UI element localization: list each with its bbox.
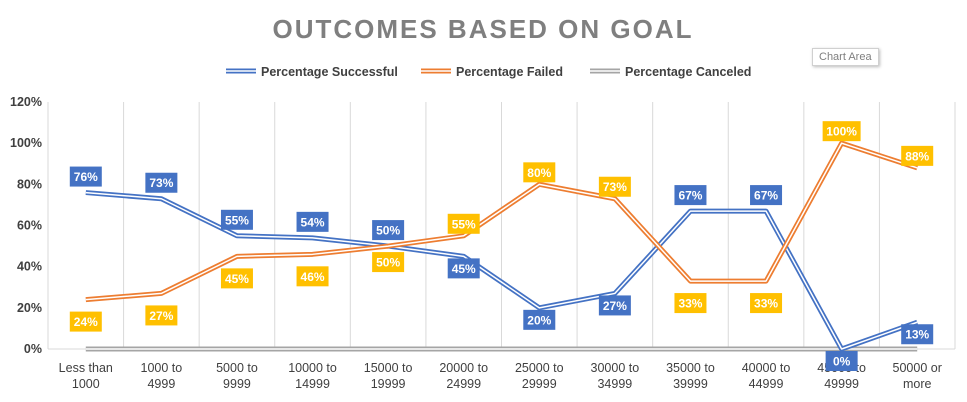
svg-text:33%: 33%: [678, 297, 702, 311]
svg-text:67%: 67%: [678, 189, 702, 203]
svg-text:73%: 73%: [149, 176, 173, 190]
series-inner-stroke: [85, 142, 918, 301]
data-label: 100%: [822, 121, 861, 142]
data-label: 20%: [523, 309, 556, 330]
legend-label: Percentage Failed: [456, 65, 563, 79]
svg-text:100%: 100%: [826, 125, 857, 139]
data-label: 80%: [523, 162, 556, 183]
data-label: 0%: [825, 351, 858, 371]
svg-text:88%: 88%: [905, 149, 929, 163]
data-label: 50%: [372, 220, 405, 241]
data-label: 24%: [69, 311, 102, 332]
svg-text:20%: 20%: [527, 313, 551, 327]
y-tick-label: 100%: [10, 136, 42, 150]
svg-text:55%: 55%: [225, 213, 249, 227]
svg-text:0%: 0%: [833, 355, 851, 369]
y-tick-label: 60%: [17, 219, 42, 233]
y-tick-label: 20%: [17, 301, 42, 315]
x-tick-label: 10000 to 14999: [288, 361, 337, 391]
x-axis: Less than 1000 1000 to 4999 5000 to 9999 10000…: [59, 361, 942, 391]
x-tick-label: 25000 to 29999: [515, 361, 564, 391]
svg-text:13%: 13%: [905, 328, 929, 342]
data-label: 54%: [296, 211, 329, 232]
data-label: 27%: [145, 305, 178, 326]
svg-text:73%: 73%: [603, 180, 627, 194]
svg-text:55%: 55%: [452, 217, 476, 231]
x-tick-label: 15000 to 19999: [364, 361, 413, 391]
data-label: 45%: [447, 258, 480, 279]
data-label: 67%: [750, 185, 783, 206]
x-tick-label: 20000 to 24999: [439, 361, 488, 391]
data-label: 55%: [447, 213, 480, 234]
y-tick-label: 40%: [17, 260, 42, 274]
data-label: 76%: [69, 166, 102, 187]
data-label: 27%: [598, 295, 631, 316]
svg-text:76%: 76%: [74, 170, 98, 184]
x-tick-label: Less than 1000: [59, 361, 113, 391]
x-tick-label: 35000 to 39999: [666, 361, 715, 391]
x-tick-label: 50000 or more: [893, 361, 942, 391]
svg-text:67%: 67%: [754, 189, 778, 203]
y-axis: 0% 20% 40% 60% 80% 100% 120%: [10, 95, 42, 356]
svg-text:46%: 46%: [301, 270, 325, 284]
data-label: 67%: [674, 185, 707, 206]
x-tick-label: 40000 to 44999: [742, 361, 791, 391]
y-tick-label: 80%: [17, 177, 42, 191]
svg-text:27%: 27%: [149, 309, 173, 323]
y-tick-label: 120%: [10, 95, 42, 109]
legend-item-2: Percentage Canceled: [590, 65, 751, 79]
data-labels: 76% 24% 73% 27% 55% 45% 54% 46% 50% 50% 45% 55% 20% 8…: [69, 121, 934, 371]
data-label: 50%: [372, 252, 405, 273]
legend-label: Percentage Successful: [261, 65, 398, 79]
svg-text:54%: 54%: [301, 215, 325, 229]
chart-area-tooltip: Chart Area: [812, 48, 879, 66]
legend: Percentage Successful Percentage Failed Pe…: [226, 65, 751, 79]
data-label: 13%: [901, 324, 934, 345]
svg-text:45%: 45%: [225, 272, 249, 286]
svg-text:50%: 50%: [376, 256, 400, 270]
svg-text:24%: 24%: [74, 315, 98, 329]
legend-item-0: Percentage Successful: [226, 65, 398, 79]
series-line-1: [85, 140, 918, 303]
svg-text:80%: 80%: [527, 166, 551, 180]
x-tick-label: 30000 to 34999: [591, 361, 640, 391]
data-label: 46%: [296, 266, 329, 287]
legend-label: Percentage Canceled: [625, 65, 751, 79]
data-label: 73%: [598, 176, 631, 197]
svg-text:45%: 45%: [452, 262, 476, 276]
data-label: 55%: [220, 209, 253, 230]
data-label: 45%: [220, 268, 253, 289]
data-label: 88%: [901, 145, 934, 166]
svg-text:50%: 50%: [376, 224, 400, 238]
svg-text:33%: 33%: [754, 297, 778, 311]
data-label: 73%: [145, 172, 178, 193]
x-tick-label: 1000 to 4999: [141, 361, 183, 391]
data-label: 33%: [750, 293, 783, 314]
data-label: 33%: [674, 293, 707, 314]
y-tick-label: 0%: [24, 342, 42, 356]
legend-item-1: Percentage Failed: [421, 65, 563, 79]
x-tick-label: 5000 to 9999: [216, 361, 258, 391]
chart-title: OUTCOMES BASED ON GOAL: [272, 14, 693, 44]
svg-text:27%: 27%: [603, 299, 627, 313]
